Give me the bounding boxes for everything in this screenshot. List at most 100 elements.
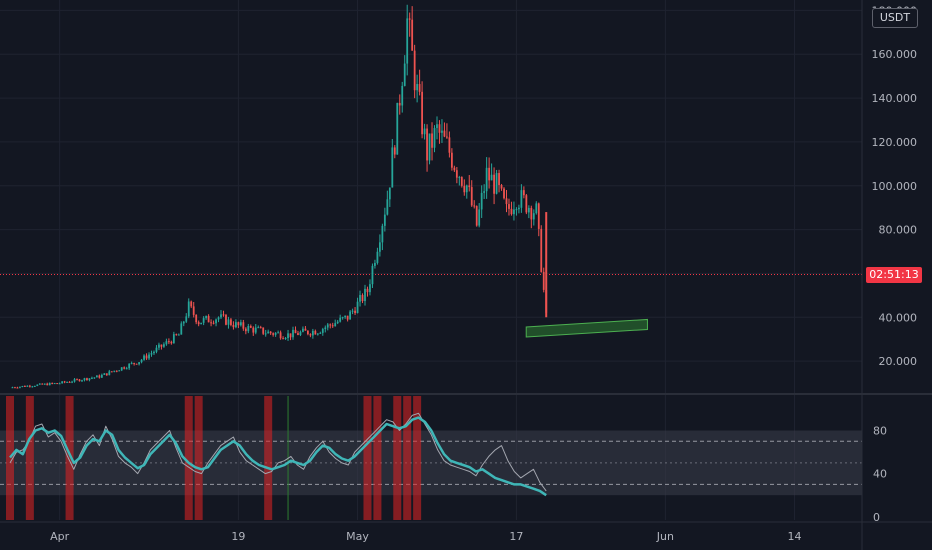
candle-body (314, 330, 317, 335)
candle-body (324, 327, 327, 330)
overbought-highlight (6, 396, 14, 520)
candle-body (421, 91, 423, 135)
candle-body (195, 314, 198, 323)
candle-body (426, 128, 428, 161)
candle-body (339, 317, 342, 322)
candle-body (371, 265, 374, 285)
candle-body (41, 383, 44, 385)
candle-body (383, 214, 386, 226)
candle-body (172, 334, 175, 344)
candle-body (68, 381, 71, 383)
candle-body (217, 317, 220, 320)
candle-body (19, 386, 21, 388)
candle-body (522, 190, 525, 196)
candle-body (287, 333, 289, 339)
annotation-zone-layer[interactable] (525, 318, 648, 338)
candle-body (242, 322, 245, 329)
currency-unit-badge[interactable]: USDT (872, 8, 918, 28)
candle-body (167, 341, 170, 343)
candle-body (302, 328, 304, 332)
candle-body (431, 133, 433, 148)
candle-body (344, 315, 347, 318)
candle-body (406, 18, 409, 64)
overbought-highlight (363, 396, 372, 520)
oscillator-signal-line (9, 412, 547, 492)
candle-body (46, 383, 49, 386)
candle-body (269, 331, 272, 334)
candle-body (398, 102, 401, 106)
candle-body (307, 330, 309, 335)
candle-body (490, 174, 493, 181)
candle-body (135, 363, 138, 365)
candle-body (53, 383, 56, 385)
candle-body (349, 311, 352, 320)
candle-body (284, 338, 287, 340)
candle-body (249, 325, 252, 328)
candle-body (78, 379, 81, 382)
overbought-highlight (403, 396, 412, 520)
candle-body (140, 359, 143, 363)
osc-y-tick-label: 0 (873, 511, 880, 524)
candle-body (160, 344, 163, 347)
candle-body (450, 152, 453, 168)
candle-body (43, 383, 46, 385)
candle-body (28, 385, 31, 387)
candle-body (150, 353, 153, 355)
candle-body (16, 387, 19, 389)
candle-body (473, 205, 476, 207)
candle-body (38, 383, 41, 385)
candle-body (274, 332, 277, 335)
candle-body (235, 322, 237, 328)
candle-body (73, 379, 76, 382)
candle-body (118, 370, 121, 372)
x-tick-label: Jun (656, 530, 674, 543)
candle-body (103, 373, 106, 375)
candle-body (396, 102, 399, 155)
candle-body (14, 387, 16, 389)
candle-body (403, 63, 406, 86)
candle-body (277, 332, 280, 334)
candle-body (321, 329, 324, 333)
price-panel[interactable] (0, 4, 862, 389)
candle-body (319, 332, 322, 334)
candle-body (508, 204, 510, 209)
candle-body (153, 351, 155, 354)
oscillator-panel[interactable] (0, 396, 862, 520)
overbought-highlight (373, 396, 382, 520)
candle-body (81, 380, 83, 382)
candle-body (26, 385, 29, 387)
osc-y-tick-label: 80 (873, 425, 887, 438)
candle-body (143, 355, 145, 360)
candle-body (294, 329, 297, 334)
candle-body (453, 167, 456, 171)
candle-body (401, 85, 404, 106)
candle-body (485, 167, 488, 192)
candle-body (165, 341, 168, 345)
candle-body (532, 213, 535, 220)
candle-body (376, 251, 379, 263)
candle-body (239, 322, 242, 326)
y-tick-label: 80.000 (879, 224, 918, 237)
candle-body (210, 322, 212, 324)
candle-body (21, 385, 24, 387)
candle-body (299, 331, 302, 335)
candle-body (192, 306, 195, 315)
candle-body (364, 288, 366, 302)
candle-body (76, 379, 78, 381)
candle-body (175, 334, 178, 336)
overbought-highlight (65, 396, 74, 520)
candle-body (225, 314, 227, 325)
candle-body (207, 315, 210, 323)
candle-body (433, 128, 436, 148)
candle-body (279, 332, 282, 339)
candle-body (311, 330, 314, 336)
candle-body (267, 331, 270, 334)
x-tick-label: 19 (231, 530, 245, 543)
overbought-highlight (413, 396, 422, 520)
candle-body (309, 334, 312, 336)
candle-body (503, 188, 505, 199)
candle-body (110, 371, 113, 373)
support-zone-box (525, 318, 648, 338)
candle-body (88, 378, 91, 381)
